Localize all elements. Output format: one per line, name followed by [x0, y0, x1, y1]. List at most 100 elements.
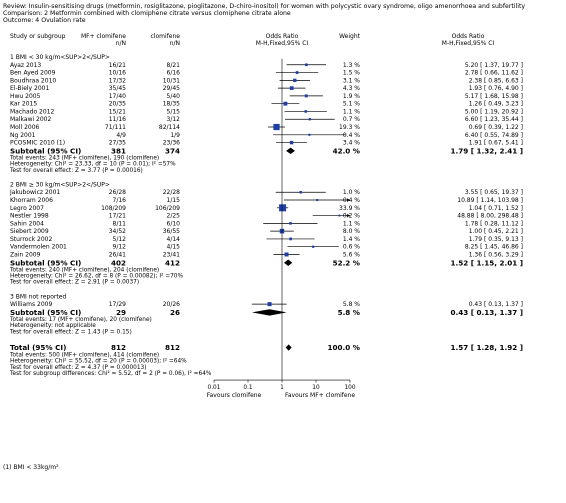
study-point: [289, 86, 294, 90]
study-ctrl: 20/26: [163, 301, 180, 308]
study-exp: 15/21: [109, 108, 126, 115]
col-ctrl-nn: n/N: [170, 40, 180, 47]
study-name: Vandermolen 2001: [10, 244, 67, 251]
study-ctrl: 5/15: [167, 108, 181, 115]
study-ctrl: 1/15: [167, 197, 181, 204]
study-weight: 5.6 %: [343, 251, 360, 258]
study-point: [273, 123, 280, 131]
study-point: [289, 140, 294, 145]
outcome-title: Outcome: 4 Ovulation rate: [3, 17, 86, 24]
col-or-method: M-H,Fixed,95% CI: [256, 40, 309, 47]
study-ctrl: 4/15: [167, 244, 181, 251]
subgroup-title: 2 BMI ≥ 30 kg/m<SUP>2</SUP>: [10, 181, 110, 188]
study-ctrl: 36/55: [163, 228, 180, 235]
axis-tick-label: 0.01: [208, 385, 221, 391]
study-ctrl: 22/28: [163, 189, 180, 196]
study-name: Zain 2009: [10, 251, 41, 258]
study-ci: 6.60 [ 1.23, 35.44 ]: [465, 116, 523, 123]
study-point: [316, 198, 319, 202]
study-ci: 8.25 [ 1.45, 46.86 ]: [465, 244, 523, 251]
study-weight: 4.3 %: [343, 85, 360, 92]
study-ctrl: 1/9: [170, 132, 180, 139]
study-point: [267, 302, 272, 307]
subgroup-stat: Heterogeneity: not applicable: [10, 323, 96, 329]
study-weight: 1.5 %: [343, 70, 360, 77]
study-ci: 2.38 [ 0.85, 6.63 ]: [469, 77, 523, 84]
subgroup-stat: Test for overall effect: Z = 2.91 (P = 0…: [9, 280, 139, 286]
study-name: Jakubowicz 2001: [9, 189, 60, 196]
study-exp: 17/21: [109, 213, 126, 220]
study-exp: 16/21: [109, 62, 126, 69]
study-ci: 1.91 [ 0.67, 5.41 ]: [469, 140, 523, 147]
favours-right-label: Favours MF+ clomifene: [285, 392, 355, 399]
subgroup-stat: Test for overall effect: Z = 3.77 (P = 0…: [9, 168, 143, 174]
study-name: Kar 2015: [10, 101, 37, 108]
study-ctrl: 5/40: [167, 93, 181, 100]
subtotal-exp: 402: [111, 258, 126, 267]
study-exp: 10/16: [109, 70, 126, 77]
axis-tick-label: 1: [280, 385, 284, 391]
study-ci: 5.17 [ 1.68, 15.98 ]: [465, 93, 523, 100]
col-exp: MF+ clomifene: [81, 33, 126, 40]
col-or: Odds Ratio: [266, 33, 299, 40]
subtotal-weight: 52.2 %: [333, 258, 360, 267]
subgroup-stat: Heterogeneity: Chi² = 26.62, df = 8 (P =…: [10, 272, 183, 279]
subtotal-weight: 5.8 %: [338, 308, 360, 317]
study-exp: 71/111: [105, 124, 126, 131]
study-weight: 0.7 %: [343, 116, 360, 123]
column-headers: Study or subgroup MF+ clomifene n/N clom…: [10, 33, 494, 47]
header: Review: Insulin-sensitising drugs (metfo…: [3, 3, 525, 24]
total-stat: Heterogeneity: Chi² = 55.52, df = 20 (P …: [10, 358, 187, 365]
subtotal-label: Subtotal (95% CI): [10, 258, 81, 267]
study-name: Ayaz 2013: [10, 62, 41, 69]
study-point: [299, 190, 302, 194]
study-ci: 2.78 [ 0.66, 11.62 ]: [465, 70, 523, 77]
study-weight: 0.4 %: [343, 197, 360, 204]
study-exp: 11/16: [109, 116, 126, 123]
axis-tick-label: 10: [312, 385, 320, 391]
col-weight: Weight: [339, 33, 361, 40]
study-ci: 5.20 [ 1.37, 19.77 ]: [465, 62, 523, 69]
subtotal-ci: 1.79 [ 1.32, 2.41 ]: [450, 146, 523, 155]
total-stat: Test for subgroup differences: Chi² = 5.…: [9, 370, 212, 377]
study-weight: 3.1 %: [343, 77, 360, 84]
study-weight: 5.1 %: [343, 101, 360, 108]
study-name: Legro 2007: [10, 205, 44, 212]
study-point: [289, 222, 292, 225]
study-weight: 3.4 %: [343, 140, 360, 147]
study-point: [304, 94, 308, 98]
total-weight: 100.0 %: [328, 343, 360, 352]
total-diamond: [285, 344, 292, 351]
subtotal-weight: 42.0 %: [333, 146, 360, 155]
study-point: [279, 204, 287, 212]
subtotal-exp: 29: [116, 308, 126, 317]
study-name: Moll 2006: [10, 124, 40, 131]
total-ci: 1.57 [ 1.28, 1.92 ]: [450, 343, 523, 352]
study-name: Williams 2009: [10, 301, 52, 308]
study-ctrl: 2/25: [167, 213, 181, 220]
study-point: [338, 214, 341, 217]
footnote: (1) BMI < 33kg/m²: [3, 464, 59, 471]
study-weight: 8.0 %: [343, 228, 360, 235]
study-point: [308, 133, 311, 136]
study-name: Machado 2012: [10, 108, 54, 115]
study-ci: 1.04 [ 0.71, 1.52 ]: [469, 205, 523, 212]
subgroup-stat: Test for overall effect: Z = 1.43 (P = 0…: [9, 329, 132, 335]
total-exp: 812: [111, 343, 126, 352]
study-exp: 26/28: [109, 189, 126, 196]
study-weight: 1.3 %: [343, 62, 360, 69]
study-point: [284, 252, 289, 257]
study-ci: 1.93 [ 0.76, 4.90 ]: [469, 85, 523, 92]
study-ci: 1.26 [ 0.49, 3.23 ]: [469, 101, 523, 108]
subgroup-title: 3 BMI not reported: [10, 293, 66, 300]
study-point: [293, 78, 297, 83]
study-exp: 17/29: [109, 301, 126, 308]
study-ctrl: 23/36: [163, 140, 180, 147]
study-ci: 5.00 [ 1.19, 20.92 ]: [465, 108, 523, 115]
study-ctrl: 23/41: [163, 251, 180, 258]
study-exp: 20/35: [109, 101, 126, 108]
study-ctrl: 82/114: [159, 124, 180, 131]
study-ctrl: 106/209: [155, 205, 180, 212]
subtotal-label: Subtotal (95% CI): [10, 146, 81, 155]
subtotal-ctrl: 412: [165, 258, 180, 267]
